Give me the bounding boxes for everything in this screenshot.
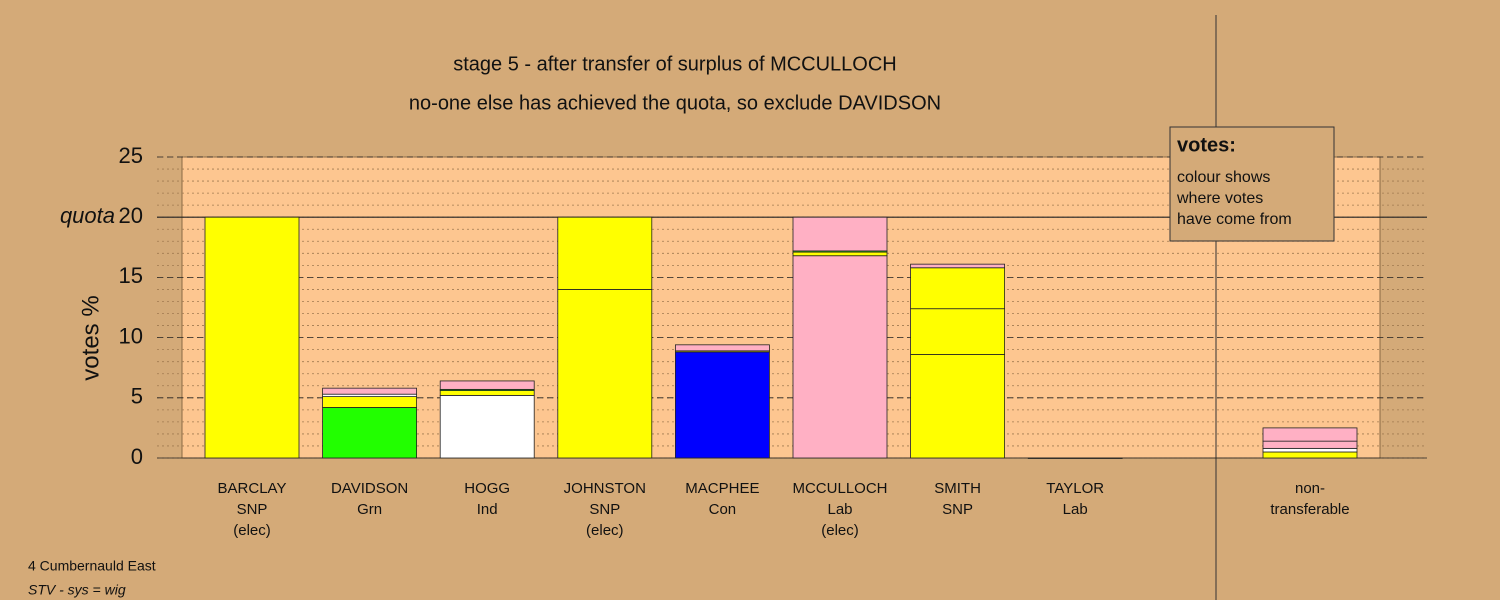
bar-segment xyxy=(439,394,535,459)
bar-segment xyxy=(675,344,770,352)
y-tick-label: 0 xyxy=(131,444,143,469)
x-tick-label: SNP xyxy=(942,501,973,518)
x-tick-label: JOHNSTON xyxy=(564,480,646,497)
bar-segment xyxy=(322,387,418,395)
x-tick-label: (elec) xyxy=(586,522,624,539)
bar-segment xyxy=(792,255,888,459)
chart-subtitle: no-one else has achieved the quota, so e… xyxy=(409,92,941,114)
x-tick-label: MACPHEE xyxy=(685,480,759,497)
legend-title: votes: xyxy=(1177,134,1236,156)
x-tick-label: (elec) xyxy=(821,522,859,539)
bar-segment xyxy=(675,351,770,459)
y-tick-label: 20 xyxy=(119,203,143,228)
x-tick-label: Lab xyxy=(827,501,852,518)
bar-segment xyxy=(910,263,1005,269)
bar-segment xyxy=(439,390,535,396)
x-tick-label: Ind xyxy=(477,501,498,518)
quota-label: quota xyxy=(60,203,115,228)
x-tick-label: Grn xyxy=(357,501,382,518)
legend-text: have come from xyxy=(1177,211,1292,228)
y-tick-label: 25 xyxy=(119,143,143,168)
legend-box xyxy=(1169,126,1335,242)
footer: 4 Cumbernauld East xyxy=(28,558,156,574)
y-tick-label: 15 xyxy=(119,263,143,288)
bar-segment xyxy=(322,396,418,408)
legend-text: where votes xyxy=(1176,190,1263,207)
legend-text: colour shows xyxy=(1177,169,1270,186)
bar-segment xyxy=(1262,451,1358,459)
x-tick-label: HOGG xyxy=(464,480,510,497)
bar-segment xyxy=(439,380,535,390)
x-tick-label: Lab xyxy=(1063,501,1088,518)
x-tick-label: SNP xyxy=(589,501,620,518)
bar-segment xyxy=(910,267,1005,310)
footer: STV - sys = wig xyxy=(28,582,126,598)
y-axis-label: votes % xyxy=(77,295,104,380)
x-tick-label: Con xyxy=(709,501,737,518)
x-tick-label: BARCLAY xyxy=(218,480,287,497)
bar-segment xyxy=(1027,457,1123,459)
bar-segment xyxy=(910,308,1005,355)
legend: votes: colour shows where votes have com… xyxy=(1169,126,1335,242)
y-tick-label: 10 xyxy=(119,323,143,348)
bar-segment xyxy=(204,216,300,459)
y-tick-label: 5 xyxy=(131,384,143,409)
x-tick-label: non- xyxy=(1295,480,1325,497)
bar-segment xyxy=(910,354,1005,459)
bar-segment xyxy=(557,216,653,290)
bar-segment xyxy=(792,251,888,257)
bar-segment xyxy=(557,289,653,459)
chart-title: stage 5 - after transfer of surplus of M… xyxy=(453,53,897,75)
bar-segment xyxy=(1262,427,1358,442)
x-tick-label: TAYLOR xyxy=(1046,480,1104,497)
bar-segment xyxy=(792,216,888,252)
x-tick-label: transferable xyxy=(1270,501,1349,518)
x-tick-label: DAVIDSON xyxy=(331,480,408,497)
bar-segment xyxy=(322,407,418,459)
x-tick-label: SMITH xyxy=(934,480,981,497)
bar-segment xyxy=(1262,447,1358,453)
x-tick-label: SNP xyxy=(237,501,268,518)
x-tick-label: (elec) xyxy=(233,522,271,539)
x-tick-label: MCCULLOCH xyxy=(792,480,887,497)
bar-segment xyxy=(1262,440,1358,449)
